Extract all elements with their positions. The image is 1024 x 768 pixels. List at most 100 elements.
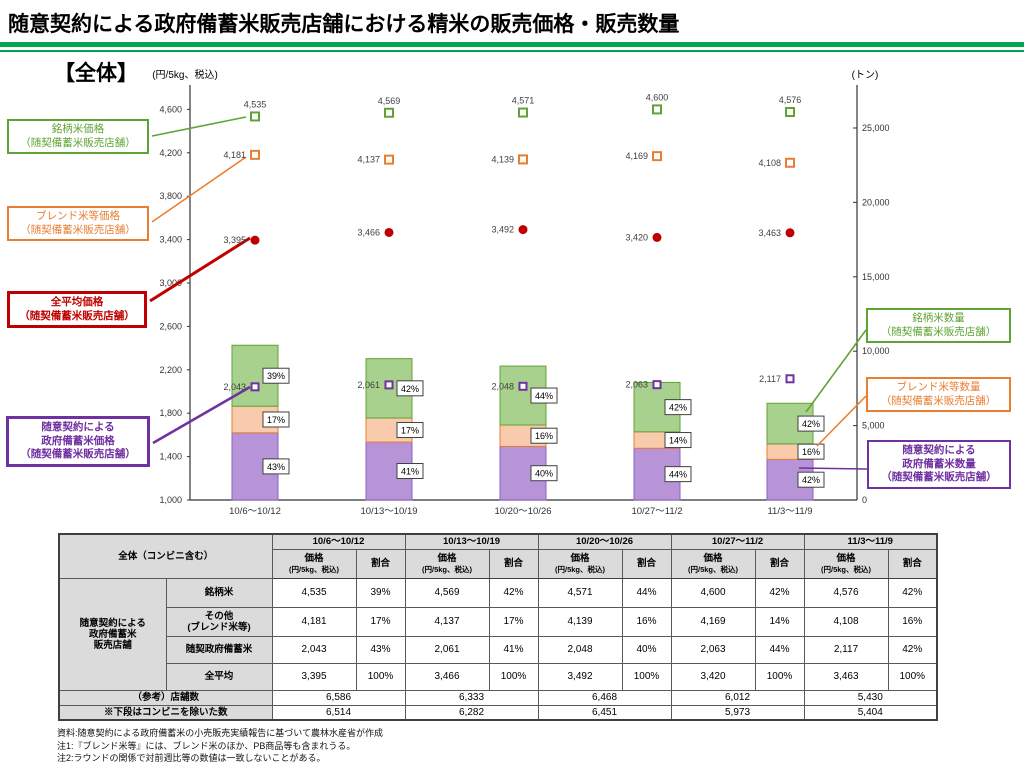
blend-rice-qty-percent-label: 17% <box>267 415 285 425</box>
price-value-cell: 4,569 <box>404 577 490 608</box>
all-average-price-point <box>652 232 662 242</box>
week-header-cell: 10/13～10/19 <box>404 533 539 550</box>
footnote-source: 資料:随意契約による政府備蓄米の小売販売実績報告に基づいて農林水産省が作成 <box>57 728 383 738</box>
callout-line: （随契備蓄米販売店舗） <box>20 136 136 149</box>
brand-rice-price-value-label: 4,571 <box>512 96 535 106</box>
reserve-rice-price-value-label: 2,063 <box>625 380 648 390</box>
brand-rice-price-value-label: 4,569 <box>378 96 401 106</box>
left-axis-tick-label: 1,000 <box>159 495 182 505</box>
blend-rice-price-point <box>250 149 260 160</box>
reserve-rice-price-value-label: 2,061 <box>357 380 380 390</box>
store-count-value-cell: 6,586 <box>271 689 406 706</box>
reserve-rice-qty-percent-label: 41% <box>401 467 419 477</box>
callout-line: 随意契約による <box>902 444 976 456</box>
price-header-cell: 価格 (円/5kg、税込) <box>537 548 623 579</box>
callout-line: 全平均価格 <box>50 296 104 308</box>
store-count-value-cell: 6,468 <box>537 689 672 706</box>
right-axis-tick-label: 5,000 <box>862 421 885 431</box>
price-value-cell: 3,395 <box>271 662 357 691</box>
percent-label-box <box>396 380 424 397</box>
data-table: 全体（コンビニ含む） 10/6～10/12 10/13～10/19 10/20～10/… <box>58 533 938 721</box>
brand-price-connector <box>151 116 247 137</box>
brand-rice-qty-percent-label: 44% <box>535 391 553 401</box>
left-axis-tick-label: 2,200 <box>159 365 182 375</box>
ratio-value-cell: 42% <box>488 577 539 608</box>
all-average-price-value-label: 3,466 <box>357 227 380 237</box>
all-average-price-point <box>785 228 795 238</box>
brand-rice-price-value-label: 4,576 <box>779 95 802 105</box>
ratio-value-cell: 42% <box>887 635 938 664</box>
footnote-note2: 注2:ラウンドの関係で対前週比等の数値は一致しないことがある。 <box>57 753 326 763</box>
blend-rice-price-point <box>785 157 795 168</box>
left-axis-tick-label: 2,600 <box>159 321 182 331</box>
price-value-cell: 2,048 <box>537 635 623 664</box>
right-axis-tick-label: 25,000 <box>862 123 890 133</box>
ratio-value-cell: 17% <box>355 606 406 637</box>
average-price-connector <box>149 236 251 303</box>
price-header-cell: 価格 (円/5kg、税込) <box>803 548 889 579</box>
price-value-cell: 3,492 <box>537 662 623 691</box>
brand-rice-qty-percent-label: 42% <box>802 419 820 429</box>
brand-rice-price-point <box>384 107 394 118</box>
callout-line: 銘柄米数量 <box>912 312 965 324</box>
footnotes: 資料:随意契約による政府備蓄米の小売販売実績報告に基づいて農林水産省が作成 注1… <box>57 727 383 765</box>
ratio-value-cell: 39% <box>355 577 406 608</box>
store-count-value-cell: 6,333 <box>404 689 539 706</box>
blend-rice-qty-percent-label: 16% <box>535 431 553 441</box>
all-average-price-point <box>250 235 260 245</box>
blend-rice-price-point <box>652 151 662 162</box>
right-axis-tick-label: 20,000 <box>862 197 890 207</box>
callout-line: ブレンド米等価格 <box>36 210 120 222</box>
percent-label-box <box>797 443 825 460</box>
ratio-header-cell: 割合 <box>754 548 805 579</box>
separator-gap <box>0 47 1024 50</box>
left-axis-unit-label: (円/5kg、税込) <box>152 68 218 81</box>
price-header-cell: 価格 (円/5kg、税込) <box>404 548 490 579</box>
week-header-cell: 11/3～11/9 <box>803 533 938 550</box>
week-axis-label: 10/27～11/2 <box>631 506 682 517</box>
ratio-header-cell: 割合 <box>488 548 539 579</box>
reserve-rice-price-value-label: 2,048 <box>491 381 514 391</box>
blend-rice-price-point <box>518 154 528 165</box>
ratio-value-cell: 41% <box>488 635 539 664</box>
callout-line: 政府備蓄米数量 <box>902 457 976 470</box>
all-average-price-value-label: 3,492 <box>491 225 514 235</box>
callout-line: ブレンド米等数量 <box>896 381 981 393</box>
percent-label-box <box>664 466 692 483</box>
price-value-cell: 2,063 <box>670 635 756 664</box>
blend-rice-qty-percent-label: 14% <box>669 436 687 446</box>
separator-thick-line <box>0 42 1024 47</box>
percent-label-box <box>530 465 558 482</box>
week-header-cell: 10/20～10/26 <box>537 533 672 550</box>
blend-rice-price-callout: ブレンド米等価格 （随契備蓄米販売店舗） <box>7 206 149 241</box>
week-axis-label: 10/13～10/19 <box>360 506 417 517</box>
section-label: 【全体】 <box>54 62 138 85</box>
reserve-price-connector <box>152 385 251 445</box>
reserve-rice-price-point <box>384 380 394 390</box>
callout-line: （随契備蓄米販売店舗） <box>20 223 136 236</box>
store-count-value-cell: 5,404 <box>803 704 938 721</box>
all-average-price-callout: 全平均価格 （随契備蓄米販売店舗） <box>7 291 147 328</box>
reserve-qty-connector <box>798 467 868 470</box>
left-axis-tick-label: 3,800 <box>159 191 182 201</box>
ratio-value-cell: 100% <box>355 662 406 691</box>
ratio-value-cell: 42% <box>754 577 805 608</box>
brand-rice-qty-callout: 銘柄米数量 （随契備蓄米販売店舗） <box>866 308 1011 343</box>
reserve-rice-price-value-label: 2,117 <box>759 374 781 384</box>
ratio-header-cell: 割合 <box>621 548 672 579</box>
callout-line: （随契備蓄米販売店舗） <box>19 309 135 322</box>
brand-rice-qty-percent-label: 42% <box>669 403 687 413</box>
store-count-label-cell: ※下段はコンビニを除いた数 <box>58 704 273 721</box>
week-header-cell: 10/27～11/2 <box>670 533 805 550</box>
reserve-rice-price-point <box>518 381 528 391</box>
price-value-cell: 4,139 <box>537 606 623 637</box>
reserve-rice-qty-percent-label: 44% <box>669 470 687 480</box>
ratio-value-cell: 16% <box>621 606 672 637</box>
price-value-cell: 4,535 <box>271 577 357 608</box>
reserve-rice-qty-percent-label: 42% <box>802 475 820 485</box>
row-label-cell: その他 (ブレンド米等) <box>165 606 273 637</box>
right-axis-tick-label: 10,000 <box>862 346 890 356</box>
brand-rice-price-point <box>518 107 528 118</box>
brand-qty-connector <box>805 329 867 413</box>
